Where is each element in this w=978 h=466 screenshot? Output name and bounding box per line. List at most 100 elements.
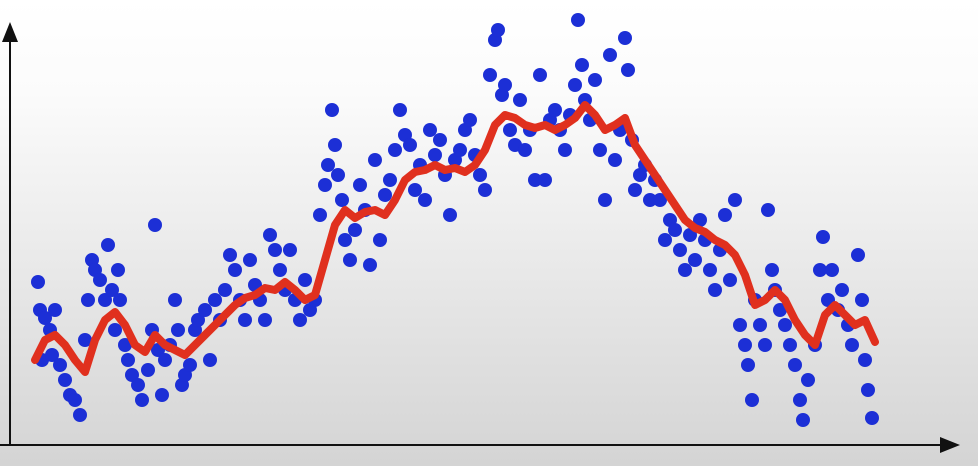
data-point	[111, 263, 125, 277]
data-point	[518, 143, 532, 157]
data-point	[273, 263, 287, 277]
data-point	[788, 358, 802, 372]
data-point	[383, 173, 397, 187]
data-point	[618, 31, 632, 45]
data-point	[331, 168, 345, 182]
data-point	[598, 193, 612, 207]
data-point	[343, 253, 357, 267]
data-point	[418, 193, 432, 207]
data-point	[753, 318, 767, 332]
data-point	[325, 103, 339, 117]
data-point	[483, 68, 497, 82]
data-point	[778, 318, 792, 332]
data-point	[105, 283, 119, 297]
data-point	[38, 311, 52, 325]
data-point	[851, 248, 865, 262]
data-point	[718, 208, 732, 222]
data-point	[423, 123, 437, 137]
data-point	[368, 153, 382, 167]
data-point	[503, 123, 517, 137]
data-point	[688, 253, 702, 267]
data-point	[741, 358, 755, 372]
data-point	[533, 68, 547, 82]
data-point	[443, 208, 457, 222]
data-point	[171, 323, 185, 337]
data-point	[408, 183, 422, 197]
data-point	[813, 263, 827, 277]
data-point	[816, 230, 830, 244]
data-point	[81, 293, 95, 307]
data-point	[48, 303, 62, 317]
data-point	[183, 358, 197, 372]
data-point	[328, 138, 342, 152]
data-point	[708, 283, 722, 297]
data-point	[528, 173, 542, 187]
data-point	[263, 228, 277, 242]
data-point	[258, 313, 272, 327]
data-point	[208, 293, 222, 307]
data-point	[198, 303, 212, 317]
data-point	[378, 188, 392, 202]
data-point	[433, 133, 447, 147]
data-point	[758, 338, 772, 352]
data-point	[203, 353, 217, 367]
data-point	[861, 383, 875, 397]
data-point	[738, 338, 752, 352]
data-point	[643, 193, 657, 207]
data-point	[773, 303, 787, 317]
data-point	[745, 393, 759, 407]
y-axis-arrow	[2, 22, 18, 42]
data-point	[855, 293, 869, 307]
data-point	[668, 223, 682, 237]
data-point	[765, 263, 779, 277]
data-point	[93, 273, 107, 287]
data-point	[108, 323, 122, 337]
data-point	[733, 318, 747, 332]
data-point	[428, 148, 442, 162]
data-point	[498, 78, 512, 92]
data-point	[78, 333, 92, 347]
data-point	[393, 103, 407, 117]
data-point	[453, 143, 467, 157]
data-point	[148, 218, 162, 232]
data-point	[801, 373, 815, 387]
data-point	[373, 233, 387, 247]
data-point	[478, 183, 492, 197]
data-point	[121, 353, 135, 367]
data-point	[538, 173, 552, 187]
data-point	[678, 263, 692, 277]
data-point	[348, 223, 362, 237]
data-point	[403, 138, 417, 152]
data-point	[603, 48, 617, 62]
data-point	[568, 78, 582, 92]
data-point	[723, 273, 737, 287]
data-point	[141, 363, 155, 377]
data-point	[113, 293, 127, 307]
data-point	[131, 378, 145, 392]
data-point	[118, 338, 132, 352]
data-point	[363, 258, 377, 272]
data-point	[353, 178, 367, 192]
data-point	[835, 283, 849, 297]
data-point	[628, 183, 642, 197]
data-point	[58, 373, 72, 387]
data-point	[268, 243, 282, 257]
data-point	[558, 143, 572, 157]
data-point	[238, 313, 252, 327]
data-point	[693, 213, 707, 227]
data-point	[335, 193, 349, 207]
data-point	[653, 193, 667, 207]
data-point	[98, 293, 112, 307]
data-point	[513, 93, 527, 107]
data-point	[321, 158, 335, 172]
data-point	[155, 388, 169, 402]
data-point	[761, 203, 775, 217]
data-point	[135, 393, 149, 407]
data-point	[68, 393, 82, 407]
data-point	[293, 313, 307, 327]
data-point	[191, 313, 205, 327]
data-point	[588, 73, 602, 87]
data-point	[158, 353, 172, 367]
